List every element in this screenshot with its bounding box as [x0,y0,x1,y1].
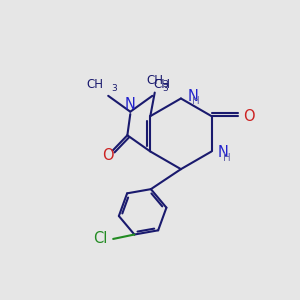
Text: 3: 3 [111,85,117,94]
Text: N: N [125,97,136,112]
Text: N: N [188,89,198,104]
Text: CH: CH [154,78,171,92]
Text: 3: 3 [162,80,168,89]
Text: O: O [243,109,255,124]
Text: Cl: Cl [93,231,107,246]
Text: CH: CH [146,74,163,87]
Text: 3: 3 [163,85,168,94]
Text: O: O [102,148,114,163]
Text: H: H [223,153,231,163]
Text: N: N [218,146,229,160]
Text: H: H [192,96,200,106]
Text: CH: CH [86,78,103,92]
